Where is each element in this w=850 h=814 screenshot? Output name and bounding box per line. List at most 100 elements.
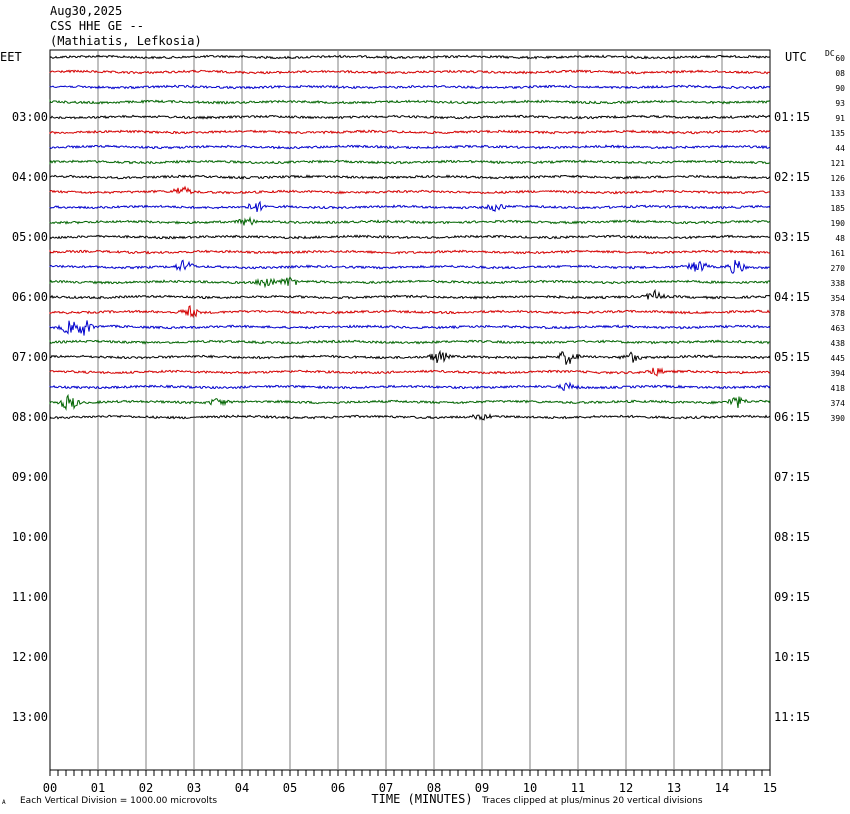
x-tick-label: 11 [571,781,585,795]
dc-offset-label: 418 [831,384,846,393]
scale-note: Each Vertical Division = 1000.00 microvo… [20,796,217,806]
right-hour-label: 11:15 [774,710,810,724]
right-hour-label: 07:15 [774,470,810,484]
x-tick-label: 01 [91,781,105,795]
x-tick-label: 06 [331,781,345,795]
dc-offset-label: 394 [831,369,846,378]
right-hour-label: 06:15 [774,410,810,424]
header-date: Aug30,2025 [50,4,123,18]
trace-row-14 [49,249,771,255]
right-zone-label: UTC [785,50,807,64]
x-tick-label: 15 [763,781,777,795]
trace-row-16 [49,276,771,289]
trace-row-17 [49,288,771,300]
dc-offset-label: 90 [835,84,845,93]
dc-offset-label: 438 [831,339,846,348]
dc-label: DC [825,49,835,58]
trace-row-11 [49,200,771,213]
x-tick-label: 14 [715,781,729,795]
dc-offset-label: 270 [831,264,846,273]
plot-frame [49,49,771,771]
corner-mark: A [2,799,6,806]
right-hour-label: 03:15 [774,230,810,244]
left-hour-label: 12:00 [12,650,48,664]
x-tick-label: 04 [235,781,249,795]
dc-offset-label: 338 [831,279,846,288]
trace-row-4 [49,99,771,105]
x-tick-label: 09 [475,781,489,795]
dc-offset-label: 390 [831,414,846,423]
right-hour-label: 05:15 [774,350,810,364]
header-location: (Mathiatis, Lefkosia) [50,34,202,48]
x-tick-label: 13 [667,781,681,795]
x-tick-label: 03 [187,781,201,795]
x-tick-label: 10 [523,781,537,795]
dc-offset-label: 374 [831,399,846,408]
dc-offset-label: 354 [831,294,846,303]
x-axis-title: TIME (MINUTES) [371,792,472,806]
trace-row-12 [49,216,771,226]
dc-offset-label: 126 [831,174,846,183]
x-tick-label: 07 [379,781,393,795]
trace-row-25 [49,413,771,421]
left-hour-label: 10:00 [12,530,48,544]
trace-row-2 [49,69,771,75]
dc-offset-label: 185 [831,204,846,213]
right-hour-label: 02:15 [774,170,810,184]
left-hour-label: 11:00 [12,590,48,604]
trace-row-8 [49,159,771,165]
trace-row-20 [49,339,771,345]
right-hour-label: 10:15 [774,650,810,664]
x-tick-label: 00 [43,781,57,795]
trace-row-23 [49,381,771,392]
trace-row-9 [49,174,771,180]
trace-row-6 [49,129,771,135]
header-station: CSS HHE GE -- [50,19,144,33]
clip-note: Traces clipped at plus/minus 20 vertical… [481,796,703,806]
dc-offset-label: 445 [831,354,846,363]
dc-offset-label: 133 [831,189,846,198]
x-tick-label: 05 [283,781,297,795]
dc-offset-label: 135 [831,129,846,138]
left-hour-label: 06:00 [12,290,48,304]
trace-row-22 [49,367,771,377]
left-hour-label: 04:00 [12,170,48,184]
right-hour-label: 01:15 [774,110,810,124]
trace-row-5 [49,114,771,120]
left-hour-label: 08:00 [12,410,48,424]
trace-row-10 [49,185,771,195]
x-tick-label: 12 [619,781,633,795]
dc-offset-label: 190 [831,219,846,228]
dc-offset-label: 60 [835,54,845,63]
left-hour-label: 09:00 [12,470,48,484]
dc-offset-label: 48 [835,234,845,243]
left-hour-label: 03:00 [12,110,48,124]
left-zone-label: EET [0,50,22,64]
dc-offset-label: 378 [831,309,846,318]
right-hour-label: 08:15 [774,530,810,544]
dc-offset-label: 463 [831,324,846,333]
trace-row-15 [49,259,771,274]
x-tick-label: 08 [427,781,441,795]
trace-row-19 [49,320,771,336]
trace-row-1 [49,54,771,60]
dc-offset-label: 08 [835,69,845,78]
trace-row-7 [49,144,771,150]
dc-offset-label: 93 [835,99,845,108]
trace-row-24 [49,393,771,411]
trace-row-18 [49,305,771,319]
dc-offset-label: 91 [835,114,845,123]
right-hour-label: 04:15 [774,290,810,304]
left-hour-label: 07:00 [12,350,48,364]
left-hour-label: 05:00 [12,230,48,244]
dc-offset-label: 121 [831,159,846,168]
trace-row-13 [49,234,771,240]
x-tick-label: 02 [139,781,153,795]
dc-offset-label: 44 [835,144,845,153]
dc-offset-label: 161 [831,249,846,258]
trace-row-3 [49,84,771,90]
trace-row-21 [49,349,771,365]
right-hour-label: 09:15 [774,590,810,604]
left-hour-label: 13:00 [12,710,48,724]
